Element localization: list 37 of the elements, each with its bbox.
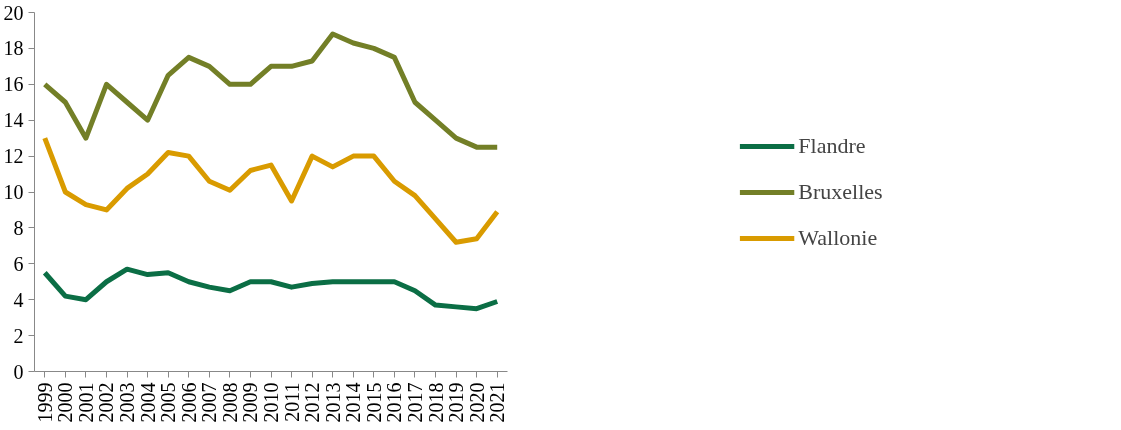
x-tick-label: 2000 <box>54 382 77 423</box>
y-tick-label: 4 <box>13 288 24 311</box>
y-tick-label: 12 <box>3 145 24 168</box>
x-tick-label: 2007 <box>198 382 221 423</box>
x-tick-label: 2019 <box>445 382 468 423</box>
legend-label: Flandre <box>798 132 866 159</box>
x-tick-label: 1999 <box>33 382 56 423</box>
y-tick-label: 6 <box>13 252 24 275</box>
y-tick-label: 8 <box>13 216 24 239</box>
x-tick-label: 2010 <box>260 382 282 423</box>
x-tick-label: 2012 <box>301 382 324 423</box>
x-tick-label: 2017 <box>403 382 426 423</box>
x-tick-label: 2013 <box>321 382 344 423</box>
x-tick-label: 2018 <box>424 382 447 423</box>
x-tick-label: 2014 <box>342 382 365 423</box>
y-tick-label: 18 <box>3 37 24 60</box>
y-tick-label: 0 <box>13 360 24 383</box>
x-tick-label: 2001 <box>74 382 97 423</box>
y-tick-label: 10 <box>3 181 24 203</box>
legend-label: Bruxelles <box>798 178 883 205</box>
x-tick-label: 2005 <box>157 382 180 423</box>
y-tick-label: 16 <box>3 73 24 96</box>
y-tick-label: 14 <box>3 109 24 132</box>
x-tick-label: 2009 <box>239 382 262 423</box>
x-tick-label: 2008 <box>218 382 241 423</box>
x-tick-label: 2003 <box>116 382 139 423</box>
x-tick-label: 2016 <box>383 382 406 423</box>
legend-label: Wallonie <box>798 224 878 251</box>
x-tick-label: 2006 <box>177 382 200 423</box>
y-tick-label: 20 <box>3 1 24 24</box>
x-tick-label: 2004 <box>136 382 159 423</box>
y-tick-label: 2 <box>13 324 24 347</box>
x-tick-label: 2020 <box>465 382 488 423</box>
x-tick-label: 2002 <box>95 382 118 423</box>
x-tick-label: 2015 <box>362 382 385 423</box>
x-tick-label: 2011 <box>280 382 303 422</box>
x-tick-label: 2021 <box>486 382 509 423</box>
